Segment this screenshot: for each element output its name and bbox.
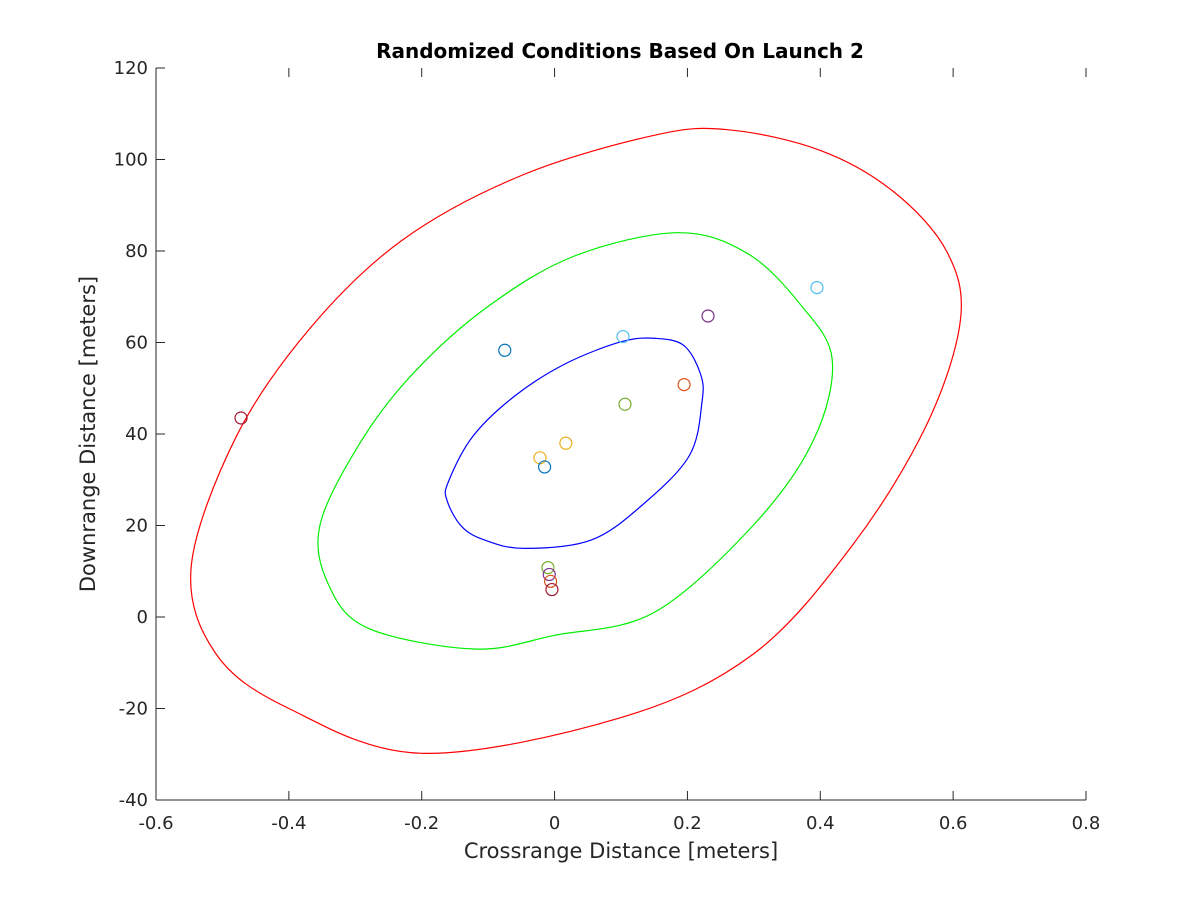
x-ticks: -0.6 -0.4 -0.2 0 0.2 0.4 0.6 0.8 [138,68,1100,834]
data-point [541,560,555,575]
data-point [533,451,547,465]
x-tick-label: -0.2 [404,813,439,834]
data-point [701,309,715,323]
plot-area [190,127,962,754]
y-tick-label: 120 [114,58,148,79]
confidence-ellipse-1 [444,337,704,550]
data-point [543,574,558,588]
y-tick-label: 60 [125,333,148,354]
data-point [545,582,559,597]
y-tick-label: 0 [137,607,148,628]
data-point [559,436,573,450]
data-point [234,411,248,425]
data-point [498,343,512,357]
x-tick-label: -0.4 [271,813,306,834]
data-points [234,281,824,597]
y-tick-label: 20 [125,516,148,537]
chart-title: Randomized Conditions Based On Launch 2 [376,39,864,63]
y-ticks: -40 -20 0 20 40 60 80 100 120 [114,58,165,811]
y-axis-label: Downrange Distance [meters] [76,276,100,592]
x-tick-label: 0 [549,813,560,834]
data-point [542,567,556,582]
data-point [538,460,552,474]
confidence-ellipse-2 [317,232,834,650]
y-tick-label: 80 [125,241,148,262]
data-point [810,281,824,295]
x-axis-label: Crossrange Distance [meters] [464,839,778,863]
confidence-ellipse-3 [190,127,962,754]
y-tick-label: -20 [119,699,148,720]
y-tick-label: 100 [114,150,148,171]
axes: -0.6 -0.4 -0.2 0 0.2 0.4 0.6 0.8 -40 -20 0 20 40 60 8… [114,58,1101,834]
data-point [616,329,630,344]
y-tick-label: -40 [119,790,148,811]
x-tick-label: 0.4 [806,813,835,834]
data-point [677,377,691,392]
x-tick-label: 0.6 [939,813,968,834]
x-tick-label: -0.6 [138,813,173,834]
x-tick-label: 0.2 [673,813,702,834]
y-tick-label: 40 [125,424,148,445]
data-point [618,397,632,411]
confidence-ellipses [190,127,962,754]
x-tick-label: 0.8 [1072,813,1101,834]
